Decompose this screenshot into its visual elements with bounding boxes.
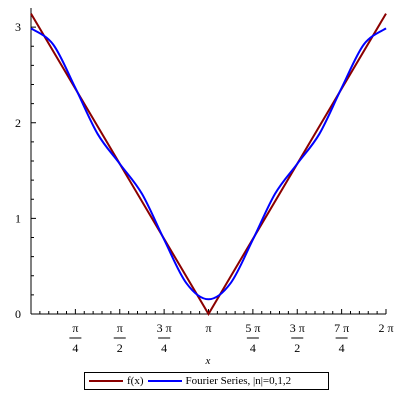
series-layer — [30, 13, 387, 316]
x-tick-label-denominator: 2 — [117, 341, 123, 355]
x-tick-label-denominator: 4 — [161, 341, 167, 355]
axes — [30, 8, 386, 315]
x-tick-label-numerator: π — [72, 321, 78, 335]
x-tick-label-denominator: 4 — [339, 341, 345, 355]
x-tick-label-numerator: 7 π — [334, 321, 349, 335]
y-tick-label: 3 — [15, 20, 21, 34]
x-tick-label-numerator: 3 π — [157, 321, 172, 335]
legend: f(x) Fourier Series, |n|=0,1,2 — [84, 372, 329, 390]
legend-swatch-fx — [89, 380, 123, 382]
legend-item-fourier: Fourier Series, |n|=0,1,2 — [147, 375, 292, 387]
x-tick-label-numerator: 3 π — [290, 321, 305, 335]
y-tick-label: 1 — [15, 211, 21, 225]
y-tick-label: 0 — [15, 307, 21, 321]
x-tick-label-denominator: 4 — [250, 341, 256, 355]
ticks: 0 1 2 3 π 4 π 2 3 π 4 π 5 π 4 3 π 2 7 π 4 2 π — [15, 20, 394, 355]
x-tick-label-numerator: 5 π — [245, 321, 260, 335]
x-tick-label-denominator: 2 — [294, 341, 300, 355]
y-tick-label: 2 — [15, 116, 21, 130]
legend-swatch-fourier — [147, 380, 182, 382]
x-tick-label-denominator: 4 — [72, 341, 78, 355]
x-tick-label: π — [205, 321, 211, 335]
x-tick-label: 2 π — [378, 321, 393, 335]
legend-label-fx: f(x) — [127, 375, 144, 387]
x-axis-label: x — [205, 355, 211, 367]
series-fourier-line — [30, 27, 387, 301]
series-fx-line — [30, 13, 387, 316]
x-tick-label-numerator: π — [117, 321, 123, 335]
legend-label-fourier: Fourier Series, |n|=0,1,2 — [185, 375, 292, 387]
legend-item-fx: f(x) — [89, 375, 144, 387]
